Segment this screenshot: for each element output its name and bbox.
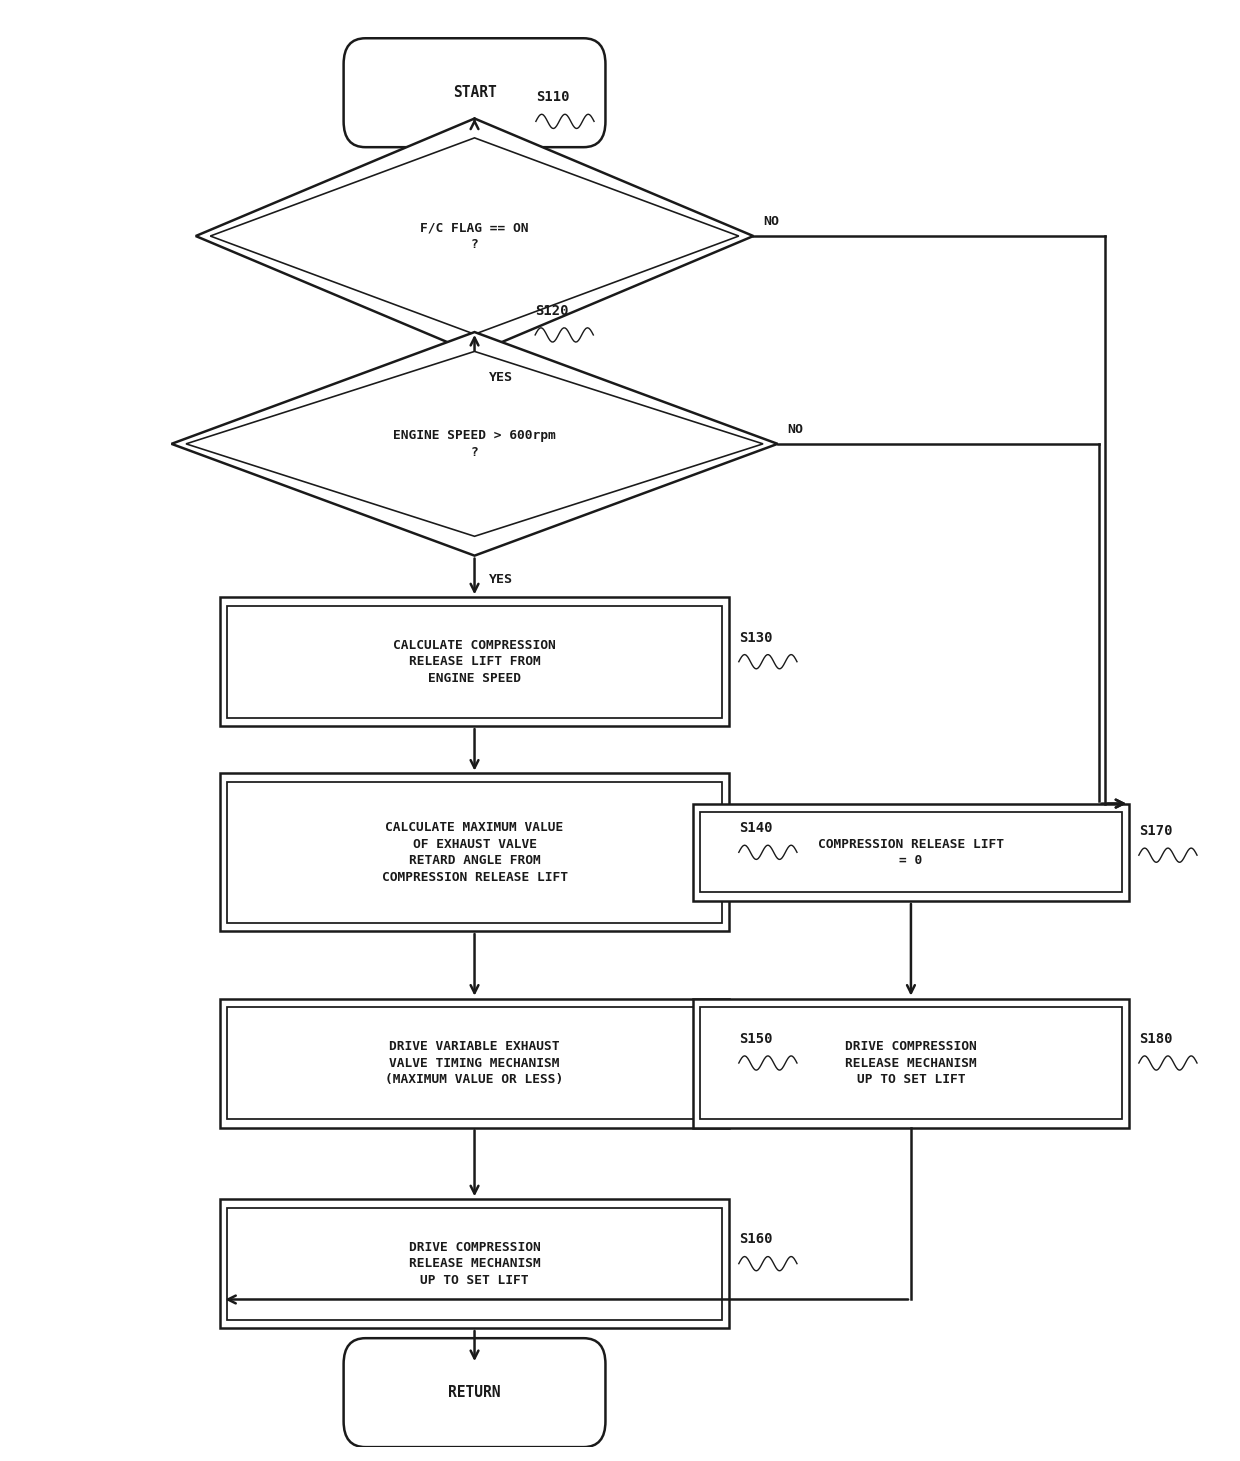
Bar <box>219 1199 729 1328</box>
FancyBboxPatch shape <box>343 38 605 148</box>
Text: S160: S160 <box>739 1233 773 1246</box>
Text: YES: YES <box>489 573 513 586</box>
FancyBboxPatch shape <box>343 1338 605 1446</box>
Bar <box>219 773 729 931</box>
Bar <box>701 812 1122 893</box>
Text: START: START <box>453 85 496 101</box>
Bar <box>693 998 1130 1128</box>
Polygon shape <box>196 118 754 354</box>
Text: CALCULATE MAXIMUM VALUE
OF EXHAUST VALVE
RETARD ANGLE FROM
COMPRESSION RELEASE L: CALCULATE MAXIMUM VALUE OF EXHAUST VALVE… <box>382 821 568 884</box>
Text: RETURN: RETURN <box>449 1385 501 1400</box>
Text: DRIVE VARIABLE EXHAUST
VALVE TIMING MECHANISM
(MAXIMUM VALUE OR LESS): DRIVE VARIABLE EXHAUST VALVE TIMING MECH… <box>386 1040 564 1086</box>
Polygon shape <box>211 137 739 335</box>
Text: DRIVE COMPRESSION
RELEASE MECHANISM
UP TO SET LIFT: DRIVE COMPRESSION RELEASE MECHANISM UP T… <box>844 1040 977 1086</box>
Bar <box>219 598 729 726</box>
Text: YES: YES <box>489 371 513 384</box>
Text: S110: S110 <box>536 91 569 104</box>
Text: CALCULATE COMPRESSION
RELEASE LIFT FROM
ENGINE SPEED: CALCULATE COMPRESSION RELEASE LIFT FROM … <box>393 638 556 685</box>
Text: S120: S120 <box>536 304 569 317</box>
Bar <box>227 606 722 717</box>
Bar <box>227 782 722 922</box>
Bar <box>701 1007 1122 1119</box>
Bar <box>227 1208 722 1319</box>
Bar <box>693 804 1130 901</box>
Text: ENGINE SPEED > 600rpm
?: ENGINE SPEED > 600rpm ? <box>393 430 556 459</box>
Text: S150: S150 <box>739 1031 773 1046</box>
Text: COMPRESSION RELEASE LIFT
= 0: COMPRESSION RELEASE LIFT = 0 <box>818 837 1004 866</box>
Text: S140: S140 <box>739 821 773 836</box>
Text: F/C FLAG == ON
?: F/C FLAG == ON ? <box>420 221 528 251</box>
Text: S170: S170 <box>1138 824 1172 839</box>
Polygon shape <box>171 332 777 555</box>
Polygon shape <box>186 352 763 536</box>
Text: DRIVE COMPRESSION
RELEASE MECHANISM
UP TO SET LIFT: DRIVE COMPRESSION RELEASE MECHANISM UP T… <box>409 1240 541 1287</box>
Bar <box>219 998 729 1128</box>
Text: NO: NO <box>787 424 804 435</box>
Text: S130: S130 <box>739 631 773 644</box>
Text: NO: NO <box>763 215 779 228</box>
Text: S180: S180 <box>1138 1031 1172 1046</box>
Bar <box>227 1007 722 1119</box>
